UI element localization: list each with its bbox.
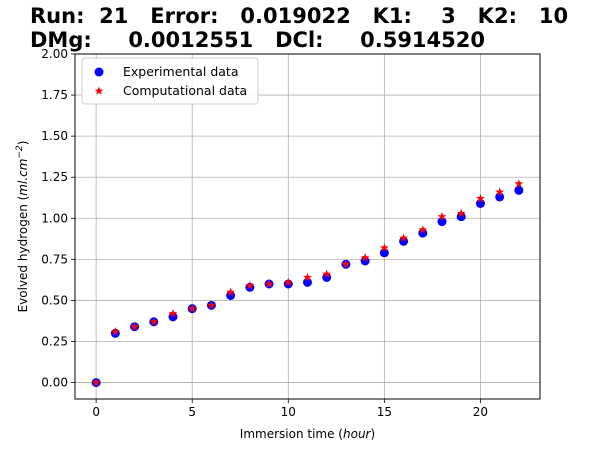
computational-point: [187, 304, 197, 313]
computational-point: [437, 212, 447, 221]
y-tick-label: 0.75: [41, 252, 68, 266]
computational-point: [283, 277, 293, 287]
x-tick-label: 10: [281, 405, 296, 419]
chart-title-line-1: Run: 21 Error: 0.019022 K1: 3 K2: 10: [30, 4, 569, 28]
y-axis-label: Evolved hydrogen (ml.cm−2): [15, 141, 30, 313]
computational-point: [245, 281, 255, 290]
computational-point: [226, 287, 236, 296]
legend-label-experimental: Experimental data: [123, 64, 239, 79]
experimental-point: [418, 228, 428, 238]
grid: [75, 53, 540, 399]
y-tick-label: 1.50: [41, 129, 68, 143]
legend-label-computational: Computational data: [123, 83, 247, 98]
axes-frame: [74, 53, 541, 400]
experimental-point: [360, 256, 370, 266]
experimental-point: [399, 236, 409, 246]
x-tick-label: 20: [473, 405, 488, 419]
computational-point: [130, 322, 139, 331]
x-tick-label: 15: [377, 405, 392, 419]
computational-point: [360, 253, 370, 262]
experimental-point: [456, 212, 466, 222]
computational-point: [168, 308, 178, 318]
experimental-point: [322, 272, 332, 282]
computational-point: [495, 187, 505, 196]
computational-point: [399, 233, 408, 242]
computational-point: [264, 279, 274, 288]
y-tick-label: 1.00: [41, 211, 68, 225]
y-tick-label: 0.25: [41, 335, 68, 349]
chart-title-line-2: DMg: 0.0012551 DCl: 0.5914520: [30, 28, 485, 52]
data-points: [91, 179, 524, 388]
computational-point: [476, 193, 485, 203]
x-tick-label: 0: [92, 405, 100, 419]
experimental-point: [226, 291, 236, 300]
computational-point: [456, 208, 466, 218]
y-tick-label: 1.25: [41, 170, 68, 184]
axis-ticks: 0 5 10 15 20 0.00 0.25 0.50 0.75 1.00 1.25 1.50 1.75…: [41, 47, 488, 419]
experimental-point: [514, 185, 524, 195]
computational-point: [91, 377, 101, 387]
computational-point: [514, 179, 524, 188]
computational-point: [379, 243, 389, 252]
legend: Experimental data Computational data: [81, 57, 259, 105]
experimental-point: [168, 312, 178, 322]
y-tick-label: 1.75: [41, 88, 68, 102]
computational-point: [341, 259, 351, 269]
computational-point: [322, 269, 332, 278]
legend-marker-computational: [94, 86, 104, 95]
computational-point: [418, 225, 428, 234]
legend-box: [81, 57, 259, 105]
computational-point: [303, 272, 312, 282]
y-tick-label: 2.00: [41, 47, 68, 61]
y-tick-label: 0.50: [41, 293, 68, 307]
x-tick-label: 5: [188, 405, 196, 419]
computational-point: [207, 300, 216, 310]
computational-point: [110, 327, 120, 336]
legend-marker-experimental: [94, 67, 104, 77]
computational-point: [149, 317, 159, 326]
y-tick-label: 0.00: [41, 376, 68, 390]
x-axis-label: Immersion time (hour): [240, 427, 375, 441]
